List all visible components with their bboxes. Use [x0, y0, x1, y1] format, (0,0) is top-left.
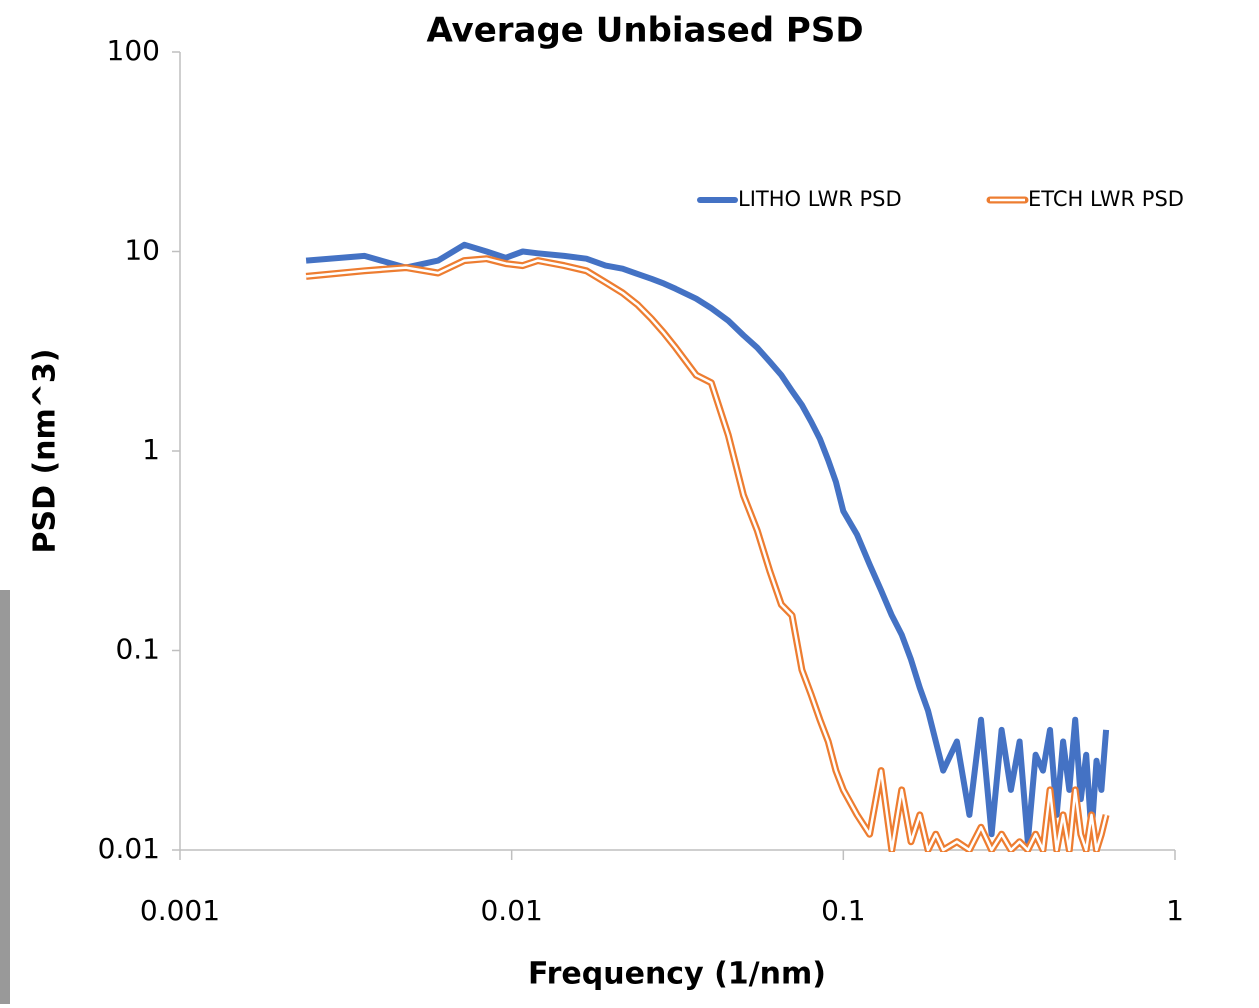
x-tick-label: 0.01	[480, 894, 542, 927]
background-strip	[0, 590, 10, 1004]
y-tick-label: 0.1	[115, 633, 160, 666]
x-tick-label: 0.001	[140, 894, 220, 927]
legend-label: LITHO LWR PSD	[738, 187, 902, 211]
x-tick-label: 1	[1166, 894, 1184, 927]
x-axis-label: Frequency (1/nm)	[528, 957, 826, 992]
x-tick-label: 0.1	[821, 894, 866, 927]
series-line	[305, 241, 1110, 845]
series-line-inner	[305, 257, 1108, 852]
chart-title: Average Unbiased PSD	[426, 11, 863, 51]
y-tick-label: 0.01	[98, 832, 160, 865]
legend-label: ETCH LWR PSD	[1028, 187, 1184, 211]
y-axis-label: PSD (nm^3)	[28, 349, 63, 554]
plot-area	[305, 241, 1110, 852]
y-tick-label: 100	[107, 34, 160, 67]
y-tick-label: 10	[124, 234, 160, 267]
y-tick-label: 1	[142, 433, 160, 466]
